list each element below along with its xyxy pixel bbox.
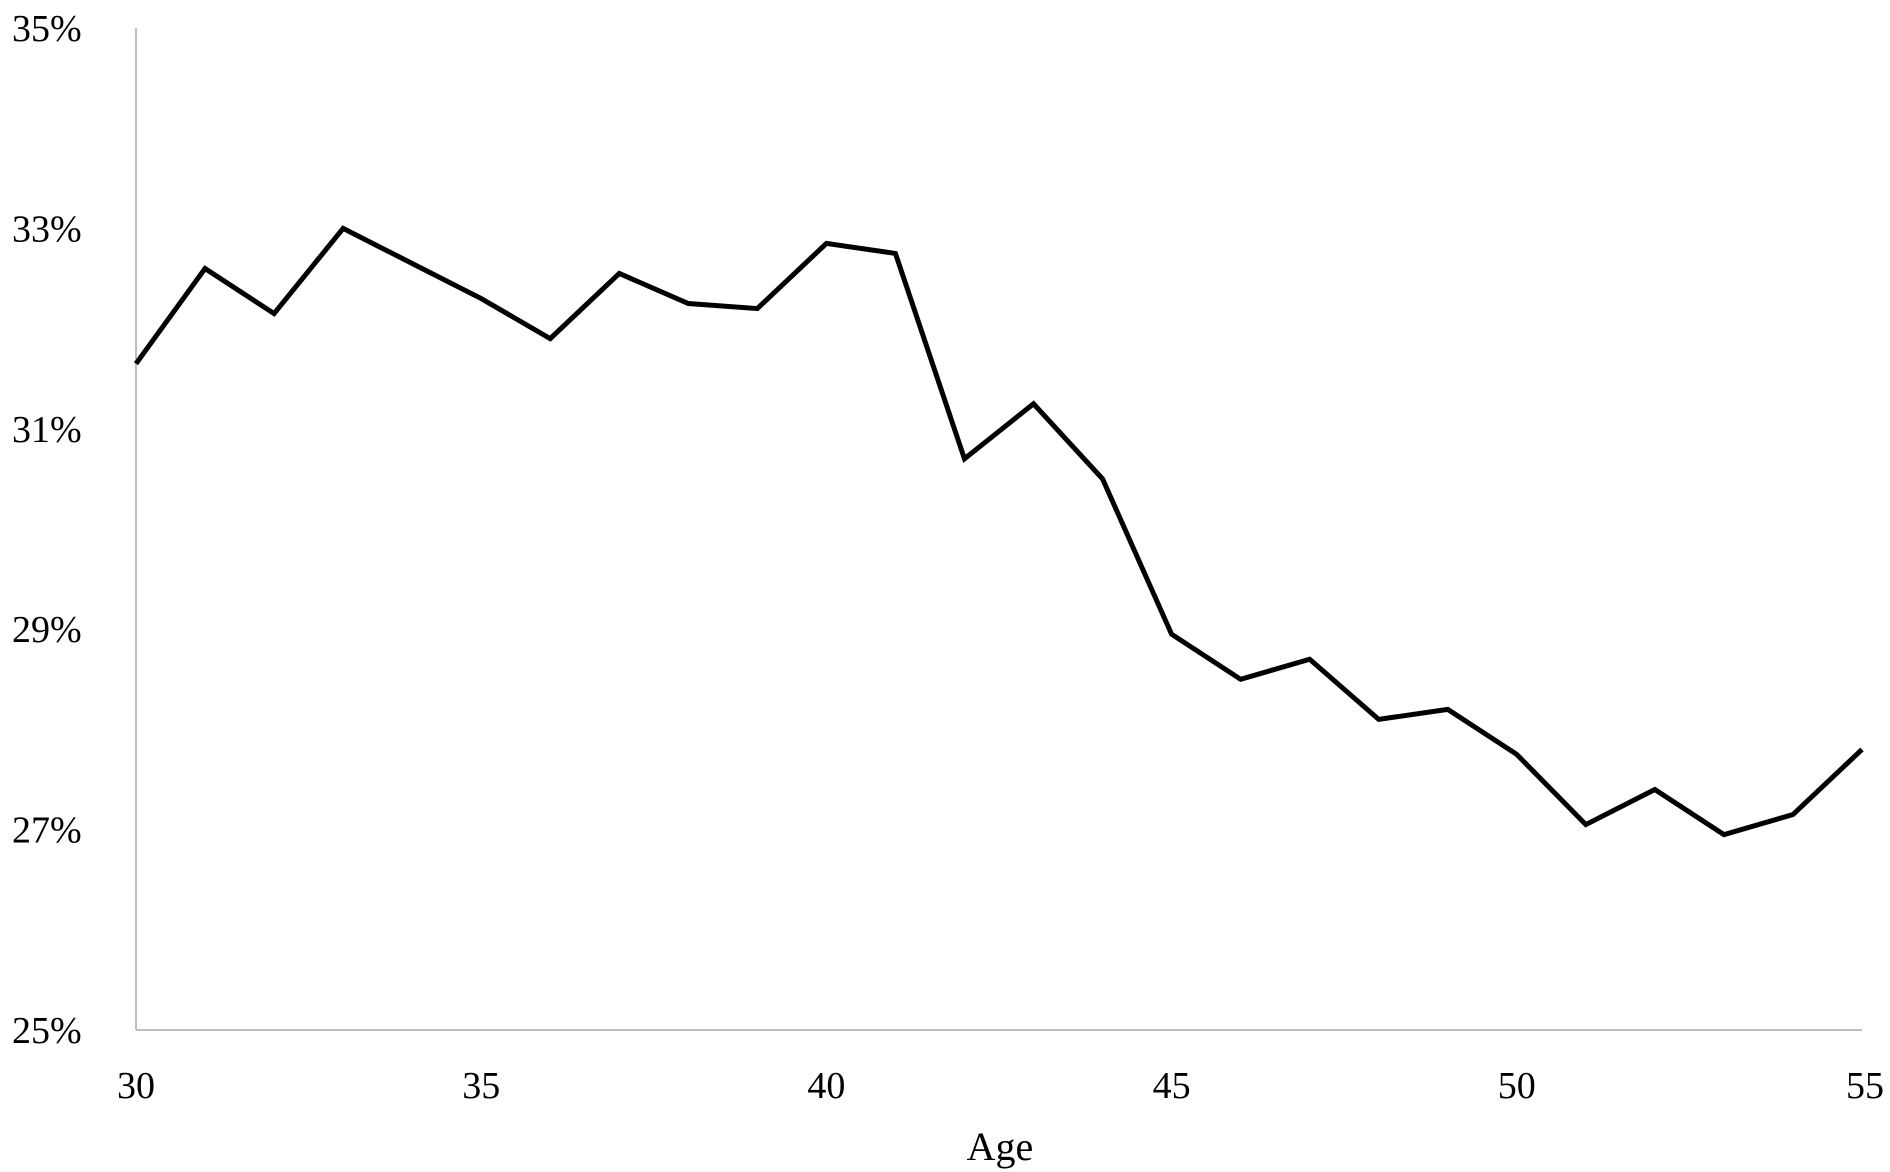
data-point [823, 240, 829, 246]
series-line [133, 225, 1864, 838]
data-point [961, 456, 967, 462]
y-tick-label: 35% [12, 8, 82, 50]
data-point [685, 301, 691, 307]
data-point [1169, 631, 1175, 637]
y-tick-label: 27% [12, 810, 82, 852]
data-point [754, 306, 760, 312]
x-tick-label: 55 [1846, 1065, 1884, 1107]
data-point [616, 270, 622, 276]
data-point [202, 265, 208, 271]
data-point [1583, 822, 1589, 828]
x-tick-labels: 30 35 40 45 50 55 [117, 1065, 1884, 1107]
data-point [1376, 716, 1382, 722]
x-tick-label: 30 [117, 1065, 155, 1107]
y-tick-labels: 25% 27% 29% 31% 33% 35% [12, 8, 82, 1052]
data-point [271, 311, 277, 317]
x-tick-label: 50 [1498, 1065, 1536, 1107]
data-point [1307, 656, 1313, 662]
data-point [1031, 401, 1037, 407]
series-layer [133, 225, 1865, 838]
x-tick-label: 40 [807, 1065, 845, 1107]
data-point [1652, 787, 1658, 793]
data-point [1100, 476, 1106, 482]
data-point [1859, 746, 1865, 752]
data-point [478, 296, 484, 302]
data-point [133, 361, 139, 367]
y-tick-label: 29% [12, 609, 82, 651]
x-axis-title: Age [967, 1124, 1034, 1169]
y-tick-label: 33% [12, 208, 82, 250]
data-point [340, 225, 346, 231]
x-tick-label: 45 [1153, 1065, 1191, 1107]
x-tick-label: 35 [462, 1065, 500, 1107]
data-point [1514, 751, 1520, 757]
data-point [409, 260, 415, 266]
y-tick-label: 25% [12, 1010, 82, 1052]
data-point [1721, 832, 1727, 838]
data-point [1238, 676, 1244, 682]
data-point [1445, 706, 1451, 712]
data-point [1790, 812, 1796, 818]
y-tick-label: 31% [12, 409, 82, 451]
data-point [547, 336, 553, 342]
data-point [892, 250, 898, 256]
